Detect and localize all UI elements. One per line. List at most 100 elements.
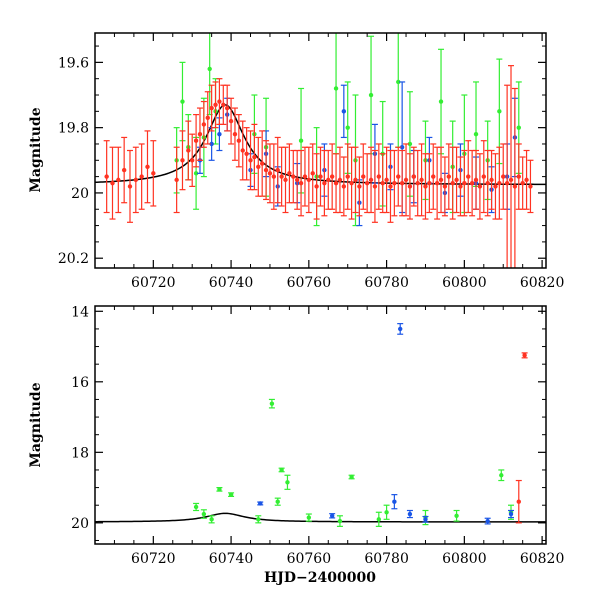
top-blue-marker — [217, 131, 222, 137]
bottom-green-point-9 — [284, 474, 291, 490]
top-red-marker — [485, 180, 490, 186]
top-green-point-1 — [179, 61, 186, 142]
top-red-marker — [121, 167, 127, 173]
top-red-marker — [345, 174, 350, 179]
top-red-point-43 — [309, 143, 316, 204]
top-y-tick-label: 19.8 — [58, 121, 89, 137]
top-red-point-37 — [286, 143, 293, 204]
top-green-marker — [345, 125, 350, 130]
top-red-point-50 — [336, 146, 343, 214]
top-red-marker — [221, 102, 226, 108]
top-red-marker — [306, 177, 312, 183]
bottom-green-marker — [201, 511, 207, 517]
top-red-marker — [337, 177, 343, 183]
top-red-marker — [267, 171, 273, 176]
top-red-marker — [275, 167, 280, 173]
bottom-green-point-6 — [268, 398, 275, 409]
bottom-green-marker — [193, 504, 199, 510]
bottom-y-tick-label: 16 — [71, 375, 89, 391]
bottom-green-point-10 — [305, 513, 312, 522]
top-red-point-95 — [511, 87, 518, 268]
top-red-marker — [322, 180, 327, 186]
top-red-point-16 — [204, 91, 211, 145]
top-red-marker — [213, 102, 218, 108]
top-red-marker — [232, 131, 238, 137]
top-red-point-92 — [500, 143, 507, 210]
top-red-marker — [224, 105, 230, 111]
top-red-marker — [372, 184, 378, 189]
bottom-blue-marker — [329, 513, 335, 518]
top-red-marker — [349, 180, 354, 186]
panel-bottom-light-curve-full: 60720 60740 60760 60780 60800 60820 14 16 18 20 M… — [28, 304, 564, 586]
bottom-axes-frame — [94, 305, 547, 545]
top-red-marker — [419, 177, 424, 183]
top-red-point-80 — [453, 146, 460, 214]
top-red-point-27 — [247, 130, 254, 191]
panel-top-light-curve-zoom: 60720 60740 60760 60780 60800 60820 19.6 19.8 20… — [28, 32, 564, 291]
top-red-point-42 — [305, 146, 312, 214]
top-red-marker — [466, 174, 471, 179]
bottom-green-point-13 — [375, 511, 382, 527]
top-red-point-86 — [476, 153, 483, 220]
top-red-point-82 — [461, 149, 468, 217]
top-red-point-65 — [395, 146, 402, 207]
top-red-marker — [174, 177, 179, 183]
bottom-green-marker — [384, 510, 389, 515]
bottom-green-point-16 — [453, 509, 460, 522]
top-red-point-23 — [231, 107, 238, 161]
bottom-green-marker — [209, 517, 214, 522]
bottom-green-marker — [217, 487, 222, 492]
top-red-point-17 — [208, 84, 215, 132]
top-red-marker — [314, 184, 319, 189]
top-red-point-84 — [469, 149, 476, 217]
top-green-marker — [333, 86, 339, 91]
top-red-point-83 — [465, 140, 472, 214]
bottom-green-point-12 — [348, 474, 355, 480]
top-red-marker — [399, 180, 405, 186]
bottom-green-marker — [256, 517, 261, 522]
top-red-point-46 — [321, 149, 328, 217]
bottom-red-marker — [522, 353, 527, 358]
top-red-point-49 — [333, 153, 340, 214]
top-red-marker — [133, 177, 139, 183]
top-red-marker — [197, 131, 203, 137]
top-red-marker — [368, 177, 374, 183]
top-red-point-61 — [379, 153, 386, 214]
top-red-point-89 — [488, 149, 495, 210]
top-blue-marker — [341, 109, 347, 114]
top-red-marker — [193, 138, 199, 143]
top-red-marker — [528, 184, 533, 189]
top-red-marker — [236, 138, 242, 143]
top-red-point-64 — [391, 149, 398, 217]
top-red-marker — [454, 177, 459, 183]
top-red-marker — [415, 180, 420, 186]
top-red-point-47 — [325, 149, 332, 210]
top-red-point-24 — [235, 113, 242, 168]
top-red-point-21 — [224, 84, 231, 132]
top-red-point-48 — [329, 143, 336, 210]
top-red-marker — [380, 180, 385, 186]
bottom-blue-marker — [392, 499, 397, 504]
bottom-green-marker — [337, 518, 343, 524]
top-axes-frame — [94, 32, 547, 269]
top-red-point-59 — [371, 149, 378, 223]
top-red-point-98 — [523, 149, 530, 210]
top-red-marker — [458, 184, 463, 189]
top-red-marker — [298, 180, 304, 186]
top-red-marker — [110, 180, 115, 186]
top-red-marker — [469, 180, 475, 186]
top-red-point-70 — [414, 149, 421, 217]
top-red-point-20 — [220, 84, 227, 125]
bottom-axes: 60720 60740 60760 60780 60800 60820 14 16 18 20 — [71, 304, 564, 567]
bottom-green-marker — [349, 474, 354, 480]
top-red-marker — [326, 177, 331, 183]
bottom-green-marker — [228, 492, 234, 497]
top-red-marker — [450, 180, 455, 186]
top-red-marker — [329, 174, 335, 179]
bottom-blue-marker — [407, 511, 413, 517]
bottom-blue-point-6 — [484, 517, 491, 525]
top-red-marker — [139, 174, 144, 179]
top-red-marker — [357, 184, 362, 189]
top-red-point-73 — [426, 153, 433, 214]
